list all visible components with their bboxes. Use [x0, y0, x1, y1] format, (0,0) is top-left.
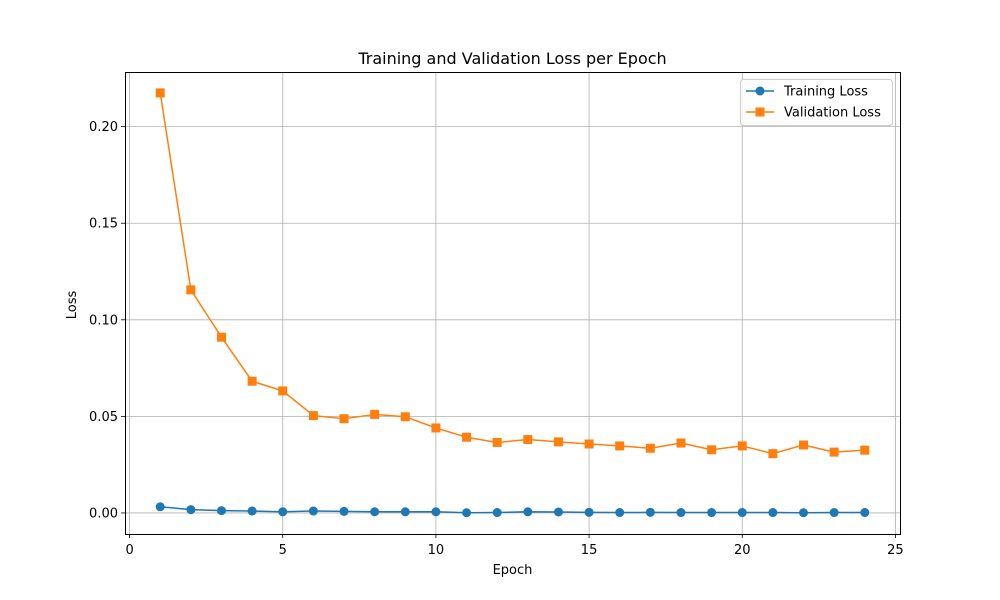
y-tick-label: 0.20	[89, 120, 118, 135]
training-loss-point	[216, 506, 226, 516]
validation-loss-point	[676, 438, 686, 448]
training-loss-point	[829, 508, 839, 518]
x-tick-label: 15	[581, 543, 598, 558]
training-loss-point	[645, 507, 655, 517]
training-loss-point	[186, 505, 196, 515]
legend-frame	[740, 79, 893, 126]
validation-loss-point	[339, 414, 349, 424]
training-loss-point	[431, 507, 441, 517]
validation-loss-point	[645, 443, 655, 453]
validation-loss-point	[370, 409, 380, 419]
training-loss-point	[553, 507, 563, 517]
validation-loss-point	[737, 441, 747, 451]
legend: Training Loss Validation Loss	[740, 79, 893, 126]
training-loss-point	[308, 506, 318, 516]
validation-loss-point	[462, 432, 472, 442]
validation-loss-point	[829, 447, 839, 457]
plot-frame	[125, 72, 901, 535]
training-loss-point	[462, 508, 472, 518]
training-loss-point	[676, 508, 686, 518]
legend-swatch-training-marker	[755, 86, 765, 96]
x-tick-label: 25	[887, 543, 904, 558]
training-loss-point	[523, 507, 533, 517]
validation-loss-point	[707, 445, 717, 455]
training-loss-point	[799, 508, 809, 518]
x-axis-label: Epoch	[493, 563, 533, 578]
validation-loss-point	[155, 88, 165, 98]
validation-loss-point	[799, 440, 809, 450]
validation-loss-line	[159, 92, 865, 455]
y-tick-label: 0.00	[89, 506, 118, 521]
legend-label-training: Training Loss	[783, 85, 868, 100]
validation-loss-point	[186, 285, 196, 295]
validation-loss-point	[216, 332, 226, 342]
validation-loss-point	[278, 386, 288, 396]
training-loss-point	[155, 502, 165, 512]
validation-loss-point	[615, 441, 625, 451]
x-tick-label: 20	[734, 543, 751, 558]
validation-loss-point	[308, 411, 318, 421]
training-loss-point	[400, 507, 410, 517]
legend-label-validation: Validation Loss	[784, 106, 881, 121]
x-tick-label: 5	[279, 543, 287, 558]
validation-loss-point	[584, 439, 594, 449]
training-loss-point	[737, 508, 747, 518]
training-loss-point	[247, 506, 257, 516]
training-loss-point	[370, 507, 380, 517]
series-layer	[155, 88, 870, 518]
training-loss-point	[615, 508, 625, 518]
training-loss-point	[492, 508, 502, 518]
training-loss-point	[339, 506, 349, 516]
training-loss-line	[160, 506, 865, 514]
y-tick-label: 0.05	[89, 410, 118, 425]
training-loss-point	[278, 507, 288, 517]
axis-ticks: 0 5 10 15 20 25 0.00 0.05 0.10 0.15 0.20	[89, 120, 904, 558]
training-loss-point	[860, 508, 870, 518]
validation-loss-point	[768, 449, 778, 459]
y-axis-label: Loss	[65, 291, 80, 320]
validation-loss-point	[431, 423, 441, 433]
training-loss-point	[707, 508, 717, 518]
validation-loss-point	[523, 435, 533, 445]
training-loss-point	[768, 508, 778, 518]
validation-loss-point	[492, 437, 502, 447]
validation-loss-point	[860, 445, 870, 455]
chart-title: Training and Validation Loss per Epoch	[357, 49, 666, 68]
training-loss-point	[584, 507, 594, 517]
x-tick-label: 0	[125, 543, 133, 558]
y-tick-label: 0.10	[89, 313, 118, 328]
legend-swatch-validation-marker	[755, 107, 765, 117]
y-tick-label: 0.15	[89, 217, 118, 232]
validation-loss-point	[247, 376, 257, 386]
x-tick-label: 10	[428, 543, 445, 558]
validation-loss-point	[553, 437, 563, 447]
validation-loss-point	[400, 412, 410, 422]
